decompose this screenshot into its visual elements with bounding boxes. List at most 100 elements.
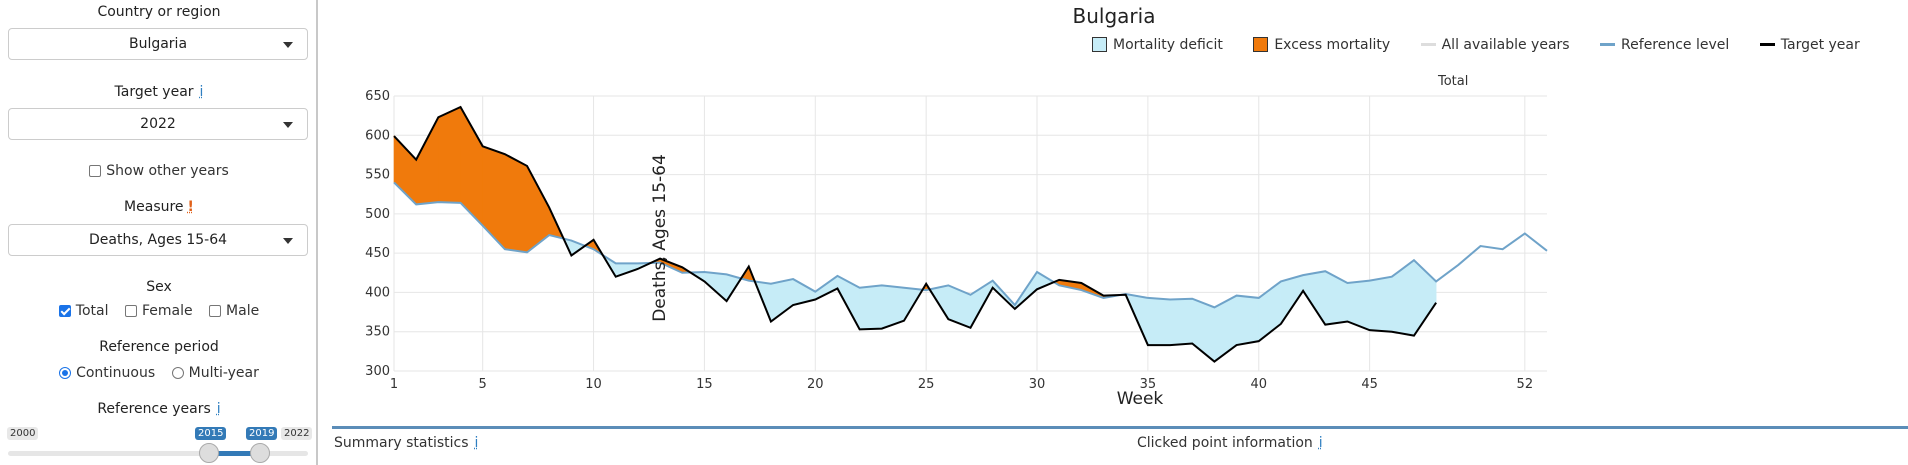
target-year-select-value: 2022: [140, 116, 176, 132]
x-tick-label: 15: [696, 377, 713, 392]
female-checkbox[interactable]: [124, 305, 137, 317]
slider-min-label: 2000: [7, 427, 39, 440]
total-checkbox[interactable]: [58, 305, 71, 317]
x-tick-label: 35: [1140, 377, 1157, 392]
legend-item-all-years[interactable]: All available years: [1420, 37, 1570, 53]
chart-legend: Mortality deficit Excess mortality All a…: [1092, 37, 1886, 53]
slider-max-label: 2022: [281, 427, 313, 440]
excess-mortality-area: [482, 145, 506, 250]
chevron-down-icon: [283, 122, 293, 128]
sex-option-male[interactable]: Male: [209, 303, 259, 319]
control-sidebar: Country or region Bulgaria Target year i …: [0, 0, 318, 465]
info-icon[interactable]: i: [1318, 435, 1323, 451]
x-tick-label: 40: [1250, 377, 1267, 392]
target-year-select[interactable]: 2022: [8, 108, 308, 140]
legend-item-mortality-deficit[interactable]: Mortality deficit: [1092, 37, 1223, 53]
x-tick-label: 10: [585, 377, 602, 392]
legend-label: Excess mortality: [1274, 37, 1391, 53]
mortality-chart[interactable]: 1 5 10 15 20 25 30 35 40 45 52 3003504004505005506…: [320, 0, 1908, 420]
sex-option-female[interactable]: Female: [124, 303, 193, 319]
y-tick-label: 500: [365, 207, 390, 222]
info-icon[interactable]: i: [216, 401, 221, 417]
show-other-years-checkbox[interactable]: [89, 165, 102, 177]
legend-label: Reference level: [1621, 37, 1730, 53]
legend-item-reference-level[interactable]: Reference level: [1600, 37, 1729, 53]
legend-item-target-year[interactable]: Target year: [1759, 37, 1860, 53]
continuous-radio[interactable]: [59, 367, 72, 379]
legend-swatch: [1253, 37, 1269, 52]
country-label: Country or region: [97, 4, 221, 20]
slider-to-label: 2019: [246, 427, 278, 440]
clicked-point-header: Clicked point information i: [1137, 435, 1323, 451]
chevron-down-icon: [283, 238, 293, 244]
x-axis-ticks: 1 5 10 15 20 25 30 35 40 45 52: [390, 377, 1533, 392]
radio-label: Continuous: [76, 365, 156, 381]
x-tick-label: 45: [1361, 377, 1378, 392]
reference-years-slider-track[interactable]: [8, 451, 308, 456]
country-select-value: Bulgaria: [128, 36, 188, 52]
y-tick-label: 350: [365, 325, 390, 340]
mortality-deficit-area: [859, 285, 883, 330]
chart-subtitle: Total: [1438, 74, 1469, 89]
slider-handle-to[interactable]: [250, 443, 270, 463]
slider-handle-from[interactable]: [199, 443, 219, 463]
reference-period-label: Reference period: [99, 339, 219, 355]
x-tick-label: 1: [390, 377, 398, 392]
y-axis-label: Deaths, Ages 15-64: [650, 154, 670, 322]
summary-statistics-label: Summary statistics: [334, 435, 469, 451]
country-select[interactable]: Bulgaria: [8, 28, 308, 60]
reference-period-continuous[interactable]: Continuous: [59, 365, 155, 381]
mortality-deficit-area: [770, 278, 794, 323]
reference-years-slider-range: [209, 451, 259, 456]
show-other-years-row[interactable]: Show other years: [0, 163, 318, 179]
x-tick-label: 5: [479, 377, 487, 392]
measure-label-row: Measure!: [0, 199, 318, 215]
mortality-deficit-area: [1147, 297, 1171, 346]
reference-years-label-row: Reference years i: [0, 401, 318, 417]
reference-level-line: [393, 181, 1548, 309]
reference-period-multi-year[interactable]: Multi-year: [171, 365, 259, 381]
excess-mortality-area: [438, 106, 461, 204]
mortality-deficit-area: [1391, 259, 1415, 337]
mortality-deficit-area: [1369, 276, 1393, 333]
info-icon[interactable]: i: [199, 84, 204, 100]
legend-label: All available years: [1441, 37, 1570, 53]
x-tick-label: 30: [1029, 377, 1046, 392]
excess-mortality-area: [526, 165, 550, 253]
legend-item-excess-mortality[interactable]: Excess mortality: [1253, 37, 1390, 53]
target-year-label: Target year: [114, 84, 194, 100]
sex-option-total[interactable]: Total: [58, 303, 109, 319]
target-year-line: [393, 105, 1437, 363]
male-checkbox[interactable]: [209, 305, 222, 317]
sex-option-label: Male: [226, 303, 260, 319]
radio-label: Multi-year: [188, 365, 259, 381]
warning-icon[interactable]: !: [187, 199, 194, 215]
sex-option-label: Female: [141, 303, 193, 319]
y-tick-label: 550: [365, 168, 390, 183]
chevron-down-icon: [283, 42, 293, 48]
chart-lines: [393, 105, 1548, 363]
x-tick-label: 20: [807, 377, 824, 392]
y-tick-label: 650: [365, 89, 390, 104]
sex-options: Total Female Male: [0, 303, 318, 319]
excess-mortality-area: [504, 153, 528, 253]
reference-period-options: Continuous Multi-year: [0, 365, 318, 381]
sex-label: Sex: [146, 279, 172, 295]
y-tick-label: 300: [365, 364, 390, 379]
measure-select-value: Deaths, Ages 15-64: [88, 232, 228, 248]
mortality-deficit-area: [1324, 270, 1348, 325]
summary-statistics-header: Summary statistics i: [334, 435, 478, 451]
multi-year-radio[interactable]: [171, 367, 184, 379]
y-tick-label: 600: [365, 128, 390, 143]
chart-title: Bulgaria: [1072, 4, 1156, 28]
y-tick-label: 400: [365, 285, 390, 300]
legend-label: Target year: [1780, 37, 1860, 53]
measure-select[interactable]: Deaths, Ages 15-64: [8, 224, 308, 256]
main-panel: Bulgaria Mortality deficit Excess mortal…: [320, 0, 1908, 465]
info-icon[interactable]: i: [474, 435, 479, 451]
section-divider: [332, 426, 1908, 429]
excess-mortality-area: [415, 117, 439, 205]
y-tick-label: 450: [365, 246, 390, 261]
slider-from-label: 2015: [195, 427, 227, 440]
legend-line: [1759, 43, 1775, 46]
